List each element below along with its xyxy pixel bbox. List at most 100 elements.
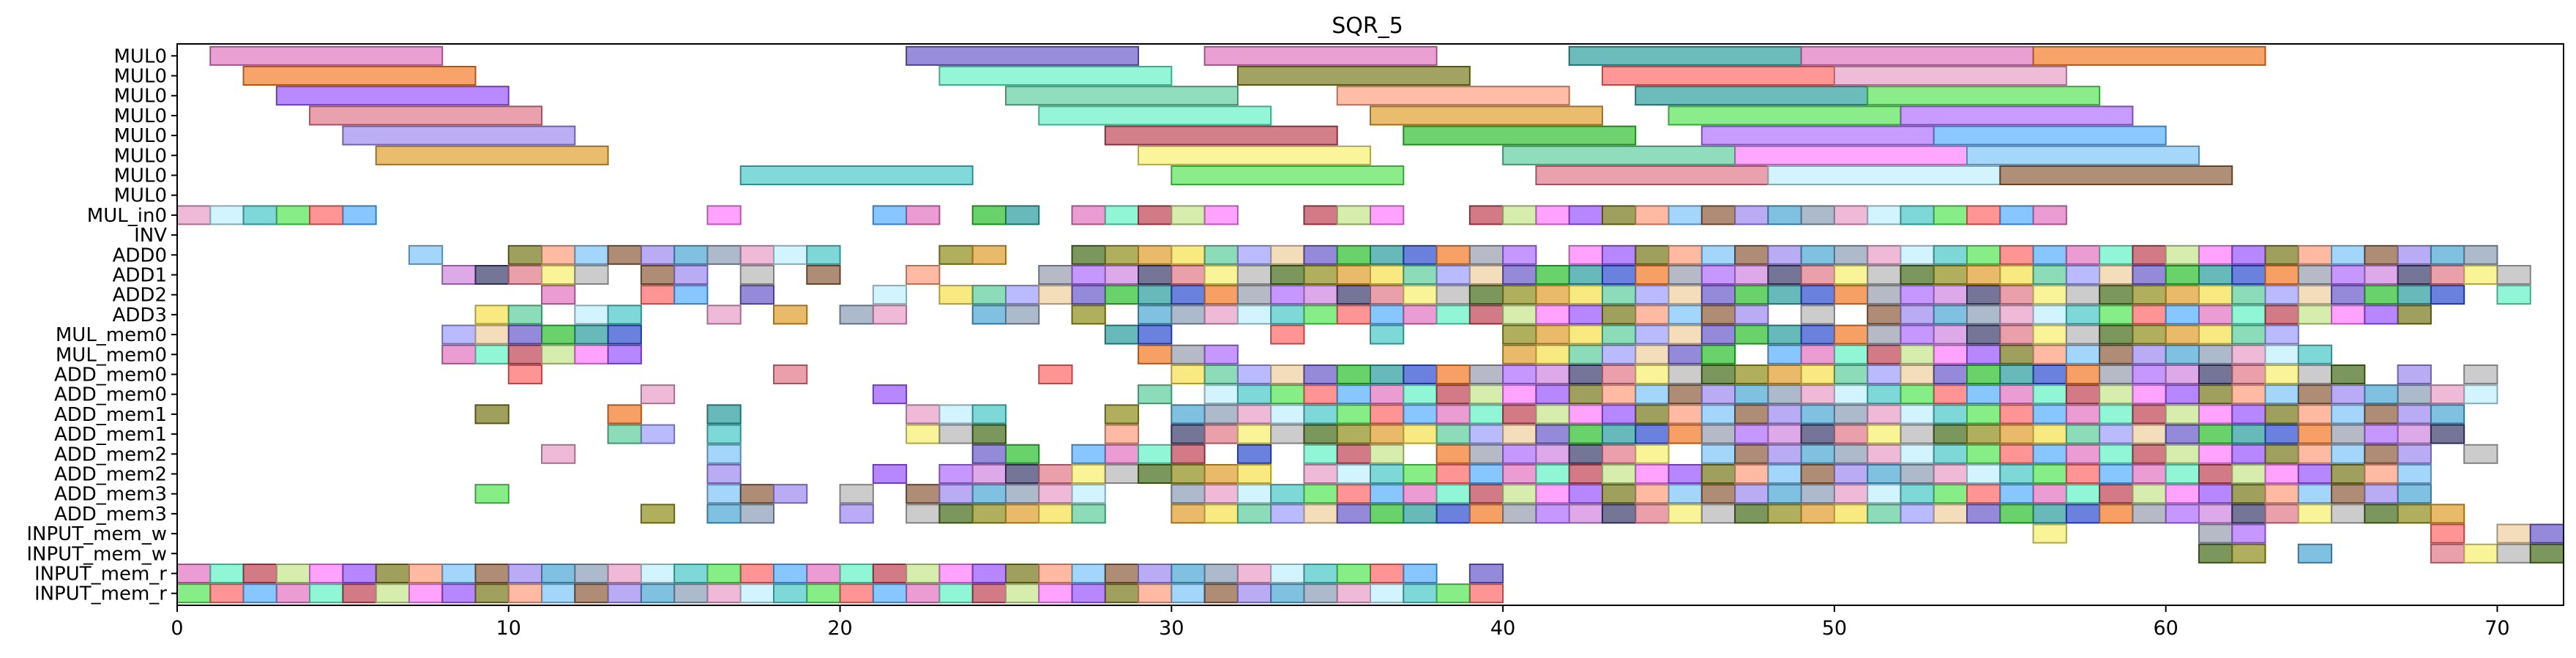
op-bar [1236, 364, 1272, 385]
op-bar [1668, 344, 1703, 364]
op-bar [971, 504, 1007, 524]
row-label: MUL0 [114, 66, 168, 88]
op-bar [1800, 384, 1835, 405]
op-bar [2198, 404, 2233, 425]
op-bar [1999, 463, 2034, 485]
op-bar [1502, 444, 1537, 464]
op-bar [1303, 384, 1338, 405]
op-bar [1336, 424, 1371, 444]
op-bar [2231, 364, 2266, 385]
op-bar [1303, 583, 1338, 604]
op-bar [971, 244, 1007, 265]
op-bar [441, 324, 477, 345]
op-bar [2065, 344, 2101, 364]
op-bar [1071, 205, 1106, 225]
op-bar [1535, 504, 1570, 524]
op-bar [1270, 583, 1305, 604]
op-bar [1038, 285, 1073, 305]
op-bar [906, 484, 941, 504]
op-bar [2165, 444, 2200, 464]
op-bar [1236, 444, 1272, 464]
op-bar [1171, 444, 1206, 464]
op-bar [1900, 285, 1935, 305]
op-bar [1999, 344, 2034, 364]
op-bar [2132, 504, 2167, 524]
op-bar [1867, 344, 1902, 364]
op-bar [242, 205, 277, 225]
op-bar [574, 304, 609, 325]
op-bar [507, 563, 543, 583]
op-bar [1403, 504, 1438, 524]
op-bar [1933, 264, 1968, 285]
op-bar [2297, 364, 2333, 385]
op-bar [1071, 304, 1106, 325]
op-bar [2364, 304, 2399, 325]
op-bar [2198, 523, 2233, 544]
op-bar [1370, 484, 1405, 504]
op-bar [1999, 324, 2034, 345]
op-bar [1336, 484, 1371, 504]
op-bar [1933, 304, 1968, 325]
op-bar [2231, 484, 2266, 504]
op-bar [1436, 244, 1471, 265]
op-bar [1767, 244, 1802, 265]
mul-bar [1535, 165, 1769, 186]
op-bar [1568, 324, 1603, 345]
op-bar [2165, 264, 2200, 285]
op-bar [1800, 285, 1835, 305]
op-bar [1966, 364, 2001, 385]
op-bar [706, 304, 742, 325]
op-bar [1203, 484, 1239, 504]
op-bar [1403, 364, 1438, 385]
op-bar [1270, 264, 1305, 285]
op-bar [1071, 244, 1106, 265]
op-bar [1999, 285, 2034, 305]
op-bar [839, 504, 874, 524]
op-bar [176, 583, 212, 604]
op-bar [773, 484, 808, 504]
op-bar [1502, 205, 1537, 225]
op-bar [1171, 244, 1206, 265]
op-bar [1502, 304, 1537, 325]
op-bar [1668, 285, 1703, 305]
op-bar [872, 384, 908, 405]
op-bar [2132, 304, 2167, 325]
op-bar [574, 324, 609, 345]
op-bar [1734, 364, 1769, 385]
op-bar [1436, 404, 1471, 425]
op-bar [1502, 285, 1537, 305]
op-bar [1236, 504, 1272, 524]
op-bar [2065, 285, 2101, 305]
op-bar [2364, 244, 2399, 265]
op-bar [2132, 364, 2167, 385]
op-bar [1601, 384, 1637, 405]
op-bar [1734, 244, 1769, 265]
op-bar [2099, 364, 2134, 385]
op-bar [839, 304, 874, 325]
mul-bar [1004, 86, 1239, 106]
op-bar [906, 583, 941, 604]
op-bar [640, 504, 676, 524]
op-bar [1138, 344, 1173, 364]
op-bar [2430, 285, 2465, 305]
op-bar [640, 424, 676, 444]
op-bar [607, 404, 642, 425]
op-bar [1370, 563, 1405, 583]
op-bar [441, 583, 477, 604]
row-label: ADD_mem1 [54, 424, 167, 446]
op-bar [1833, 444, 1869, 464]
op-bar [2364, 285, 2399, 305]
op-bar [1734, 384, 1769, 405]
row-label: MUL0 [114, 185, 168, 207]
op-bar [971, 563, 1007, 583]
op-bar [1700, 384, 1736, 405]
op-bar [640, 285, 676, 305]
op-bar [1468, 563, 1504, 583]
op-bar [1635, 324, 1670, 345]
row-label: ADD0 [113, 244, 167, 266]
op-bar [1668, 264, 1703, 285]
op-bar [1933, 364, 1968, 385]
op-bar [176, 205, 212, 225]
op-bar [2099, 324, 2134, 345]
op-bar [1104, 205, 1140, 225]
